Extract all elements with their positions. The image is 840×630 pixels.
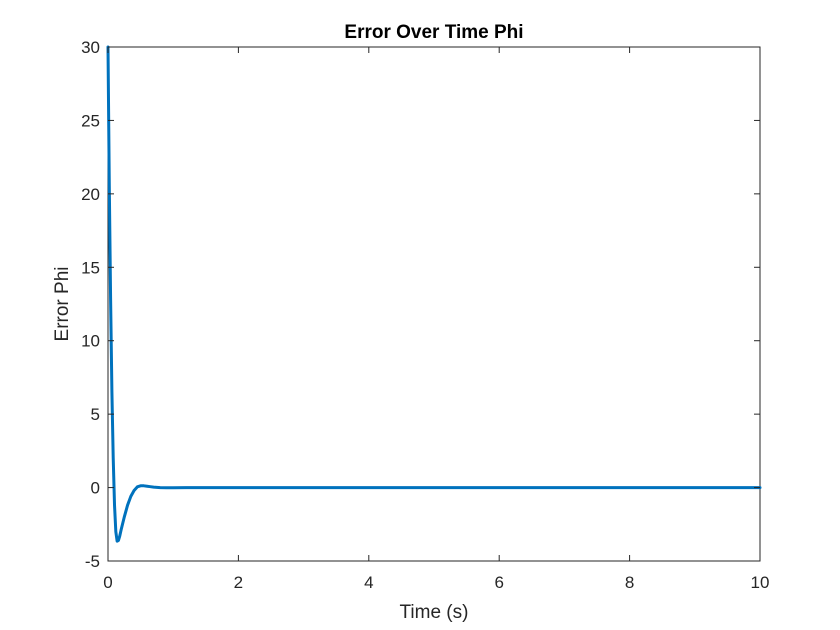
y-tick-label: 0 [91, 479, 100, 498]
series-layer [106, 45, 762, 543]
x-tick-label: 0 [103, 573, 112, 592]
y-tick-label: 5 [91, 405, 100, 424]
plot-area [107, 46, 761, 562]
y-tick-label: -5 [85, 552, 100, 571]
x-tick-label: 6 [494, 573, 503, 592]
y-tick-label: 25 [81, 111, 100, 130]
x-tick-label: 2 [234, 573, 243, 592]
series-line [106, 45, 762, 543]
x-tick-label: 10 [751, 573, 770, 592]
y-axis-label: Error Phi [52, 267, 73, 342]
x-tick-label: 4 [364, 573, 373, 592]
y-tick-label: 30 [81, 38, 100, 57]
y-tick-label: 10 [81, 332, 100, 351]
axes-box [107, 46, 761, 562]
x-axis-label: Time (s) [400, 602, 469, 623]
chart-title: Error Over Time Phi [344, 22, 523, 43]
x-tick-label: 8 [625, 573, 634, 592]
y-tick-label: 15 [81, 258, 100, 277]
y-tick-label: 20 [81, 185, 100, 204]
